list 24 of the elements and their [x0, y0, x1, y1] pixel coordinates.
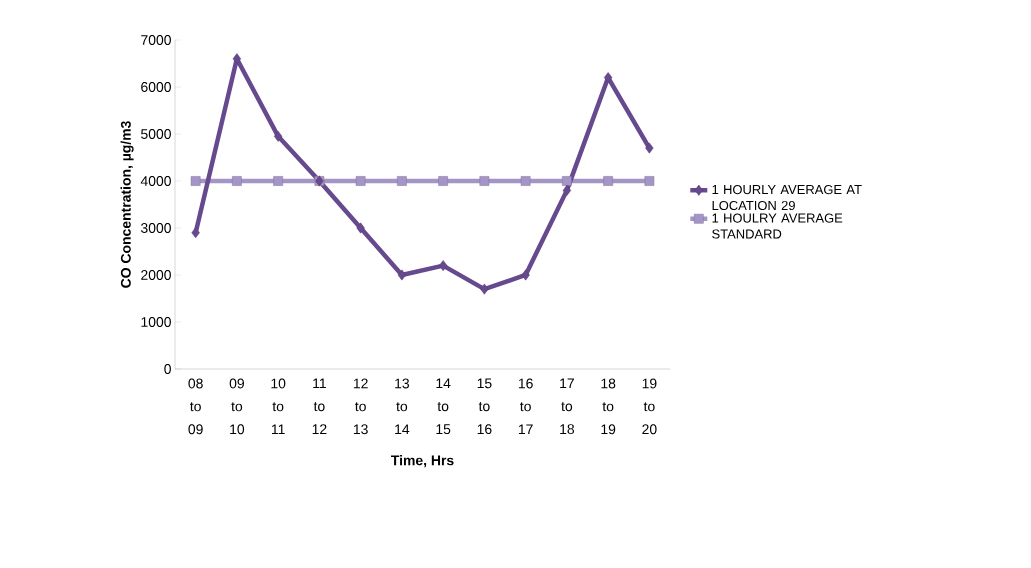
x-tick-label: 18 to 19 — [601, 378, 616, 435]
x-tick-label: 11 to 12 — [312, 378, 327, 434]
y-tick-label: 1000 — [141, 317, 171, 327]
x-axis-title: Time, Hrs — [391, 455, 454, 468]
x-tick-label: 09 to 10 — [229, 378, 245, 435]
legend-label: 1 HOULRY AVERAGE STANDARD — [712, 213, 843, 239]
x-tick-label: 16 to 17 — [518, 378, 533, 435]
y-tick-label: 5000 — [141, 129, 171, 139]
x-tick-label: 08 to 09 — [188, 378, 203, 435]
x-tick-label: 15 to 16 — [477, 378, 492, 435]
y-tick-label: 6000 — [141, 82, 171, 92]
y-tick-label: 0 — [164, 364, 171, 374]
legend-label: 1 HOURLY AVERAGE AT LOCATION 29 — [712, 184, 862, 211]
x-tick-label: 13 to 14 — [395, 378, 410, 435]
y-tick-label: 7000 — [141, 35, 171, 45]
x-tick-label: 17 to 18 — [560, 378, 575, 435]
x-tick-label: 14 to 15 — [436, 378, 451, 435]
y-tick-label: 3000 — [140, 223, 171, 233]
y-tick-label: 4000 — [140, 176, 171, 186]
x-tick-label: 10 to 11 — [271, 378, 286, 435]
y-axis-title: CO Concentration, µg/m3 — [120, 121, 134, 288]
y-tick-label: 2000 — [141, 270, 171, 280]
x-tick-label: 19 to 20 — [642, 378, 657, 435]
x-tick-label: 12 to 13 — [353, 378, 368, 435]
